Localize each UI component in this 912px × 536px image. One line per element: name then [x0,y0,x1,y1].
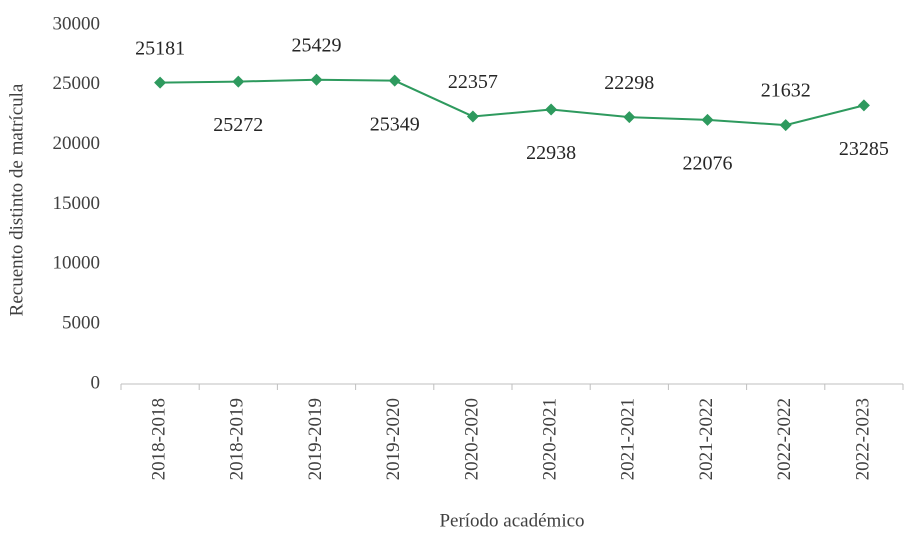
y-axis-title: Recuento distinto de matrícula [6,83,27,316]
x-tick-label: 2021-2021 [618,398,639,480]
x-tick-label: 2020-2021 [539,398,560,480]
y-tick-label: 25000 [53,73,101,94]
x-tick-label: 2022-2022 [774,398,795,480]
marker [779,119,792,132]
data-label: 25272 [213,114,263,136]
data-label: 25349 [370,113,420,135]
y-tick-label: 20000 [53,133,101,154]
marker [310,73,323,86]
marker [701,113,714,126]
y-tick-label: 15000 [53,193,101,214]
x-tick-label: 2018-2019 [227,398,248,480]
marker [232,75,245,88]
x-tick-label: 2022-2023 [852,398,873,480]
marker [857,99,870,112]
data-label: 25181 [135,37,185,59]
data-label: 22076 [683,152,733,174]
x-tick-label: 2019-2019 [305,398,326,480]
marker [623,111,636,124]
marker [545,103,558,116]
data-label: 22298 [604,72,654,94]
marker [388,74,401,87]
marker [466,110,479,123]
marker [154,76,167,89]
data-label: 22938 [526,142,576,164]
x-tick-label: 2019-2020 [383,398,404,480]
data-label: 23285 [839,138,889,160]
data-label: 25429 [292,34,342,56]
line [160,78,865,127]
x-tick-label: 2021-2022 [696,398,717,480]
data-label: 21632 [761,80,811,102]
x-tick-label: 2020-2020 [461,398,482,480]
y-tick-label: 10000 [53,253,101,274]
y-tick-label: 5000 [62,313,100,334]
data-label: 22357 [448,71,498,93]
x-tick-label: 2018-2018 [148,398,169,480]
y-tick-label: 0 [91,372,101,393]
x-axis-title: Período académico [439,510,584,531]
y-tick-label: 30000 [53,13,101,34]
